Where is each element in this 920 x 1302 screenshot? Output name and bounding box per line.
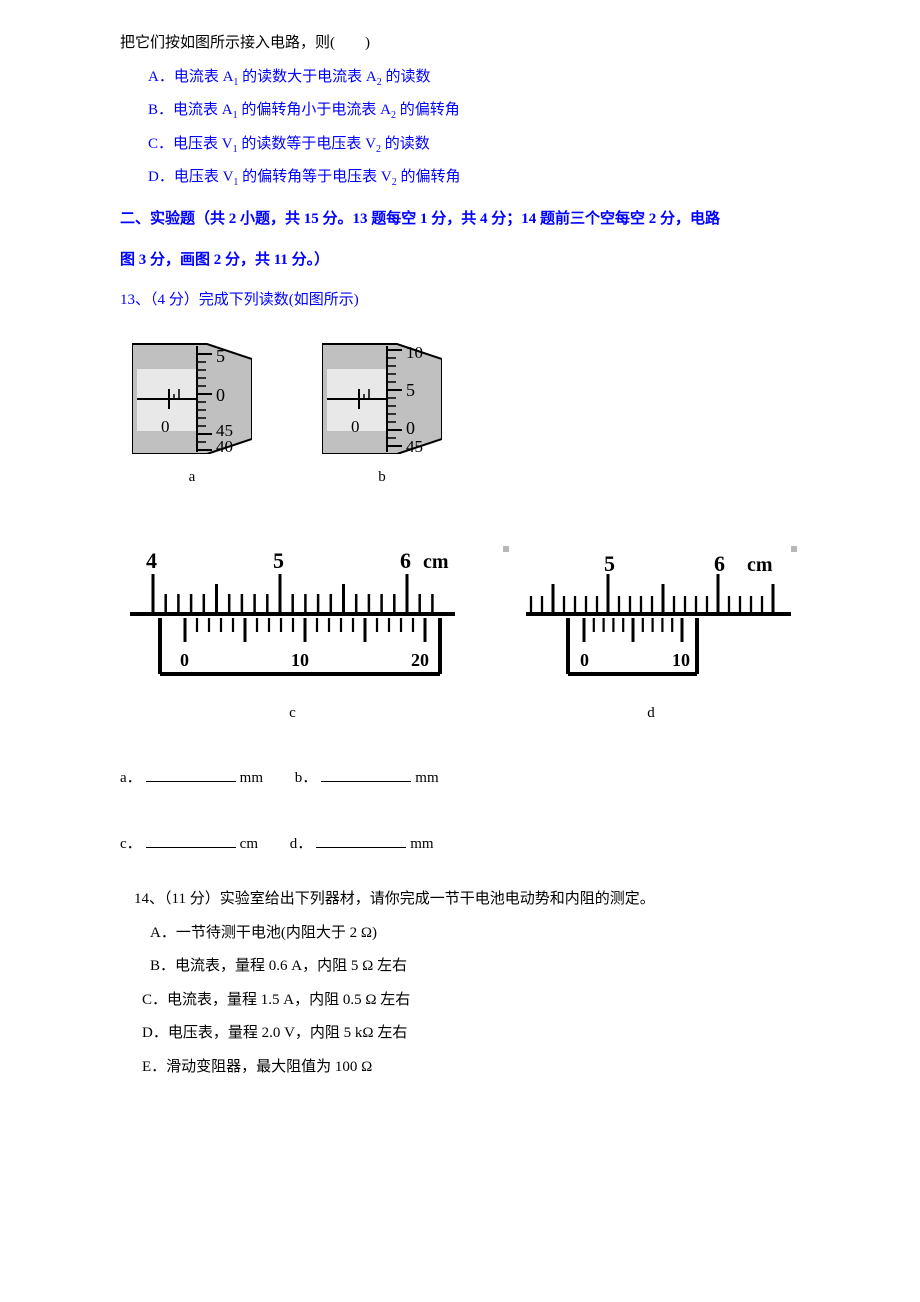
svg-text:10: 10: [291, 650, 309, 670]
vernier-c-label: c: [289, 698, 296, 730]
q14-C: C．电流表，量程 1.5 A，内阻 0.5 Ω 左右: [120, 985, 830, 1017]
vernier-d-label: d: [647, 698, 655, 730]
ans-c: c． cm: [120, 829, 258, 861]
ans-a-unit: mm: [240, 770, 263, 786]
q14: 14、（11 分）实验室给出下列器材，请你完成一节干电池电动势和内阻的测定。 A…: [120, 884, 830, 1083]
svg-text:cm: cm: [423, 551, 449, 573]
svg-text:5: 5: [216, 346, 225, 366]
svg-text:0: 0: [351, 417, 360, 436]
vernier-c-svg: 4 5 6 cm 0 10 20: [120, 544, 465, 684]
answer-blanks-row1: a． mm b． mm: [120, 763, 830, 795]
vernier-c: 4 5 6 cm 0 10 20 c: [120, 544, 465, 730]
blank-c: [146, 834, 236, 848]
svg-text:40: 40: [216, 437, 233, 454]
svg-text:0: 0: [580, 650, 589, 670]
blank-a: [146, 768, 236, 782]
opt-b-post: 的偏转角: [396, 102, 460, 118]
micrometer-a-label: a: [189, 462, 196, 494]
opt-d-post: 的偏转角: [397, 169, 461, 185]
ans-a: a． mm: [120, 763, 263, 795]
option-A: A．电流表 A1 的读数大于电流表 A2 的读数: [120, 62, 830, 94]
q14-D: D．电压表，量程 2.0 V，内阻 5 kΩ 左右: [120, 1018, 830, 1050]
option-C: C．电压表 V1 的读数等于电压表 V2 的读数: [120, 129, 830, 161]
section-2-heading-l2: 图 3 分，画图 2 分，共 11 分。）: [120, 245, 830, 277]
svg-text:6: 6: [400, 548, 411, 573]
svg-text:0: 0: [216, 385, 225, 405]
q12-continuation: 把它们按如图所示接入电路，则( ): [120, 28, 830, 60]
option-B: B．电流表 A1 的偏转角小于电流表 A2 的偏转角: [120, 95, 830, 127]
blank-d: [316, 834, 406, 848]
q13-stem: 13、（4 分）完成下列读数(如图所示): [120, 285, 830, 317]
svg-text:5: 5: [273, 548, 284, 573]
micrometer-b-label: b: [378, 462, 386, 494]
svg-text:6: 6: [714, 551, 725, 576]
q14-stem: 14、（11 分）实验室给出下列器材，请你完成一节干电池电动势和内阻的测定。: [120, 884, 830, 916]
option-D: D．电压表 V1 的偏转角等于电压表 V2 的偏转角: [120, 162, 830, 194]
vernier-d: 5 6 cm 0 10 d: [501, 544, 801, 730]
svg-text:0: 0: [406, 418, 415, 438]
svg-text:5: 5: [604, 551, 615, 576]
opt-c-pre: C．电压表 V: [148, 136, 233, 152]
opt-b-pre: B．电流表 A: [148, 102, 233, 118]
ans-b-label: b．: [295, 770, 318, 786]
q14-B: B．电流表，量程 0.6 A，内阻 5 Ω 左右: [120, 951, 830, 983]
blank-b: [321, 768, 411, 782]
svg-text:4: 4: [146, 548, 157, 573]
opt-a-mid: 的读数大于电流表 A: [238, 69, 376, 85]
ans-c-label: c．: [120, 836, 142, 852]
vernier-figures: 4 5 6 cm 0 10 20 c 5 6 cm: [120, 544, 830, 730]
svg-text:5: 5: [406, 380, 415, 400]
svg-text:0: 0: [161, 417, 170, 436]
opt-d-mid: 的偏转角等于电压表 V: [238, 169, 391, 185]
svg-text:10: 10: [672, 650, 690, 670]
opt-c-post: 的读数: [381, 136, 430, 152]
ans-b-unit: mm: [415, 770, 438, 786]
ans-d-unit: mm: [410, 836, 433, 852]
q14-A: A．一节待测干电池(内阻大于 2 Ω): [120, 918, 830, 950]
opt-d-pre: D．电压表 V: [148, 169, 233, 185]
opt-a-post: 的读数: [382, 69, 431, 85]
micrometer-figures: 0 5 0 45 40 a: [132, 334, 830, 494]
svg-text:45: 45: [406, 437, 423, 454]
ans-b: b． mm: [295, 763, 439, 795]
micrometer-a: 0 5 0 45 40 a: [132, 334, 252, 494]
svg-text:cm: cm: [747, 554, 773, 576]
svg-text:10: 10: [406, 343, 423, 362]
section-2-heading-l1: 二、实验题（共 2 小题，共 15 分。13 题每空 1 分，共 4 分；14 …: [120, 204, 830, 236]
ans-c-unit: cm: [240, 836, 258, 852]
micrometer-b: 0 10 5 0 45 b: [322, 334, 442, 494]
micrometer-a-svg: 0 5 0 45 40: [132, 334, 252, 454]
opt-b-mid: 的偏转角小于电流表 A: [238, 102, 391, 118]
q14-E: E．滑动变阻器，最大阻值为 100 Ω: [120, 1052, 830, 1084]
vernier-d-svg: 5 6 cm 0 10: [501, 544, 801, 684]
ans-d-label: d．: [290, 836, 313, 852]
micrometer-b-svg: 0 10 5 0 45: [322, 334, 442, 454]
svg-text:20: 20: [411, 650, 429, 670]
ans-a-label: a．: [120, 770, 142, 786]
answer-blanks-row2: c． cm d． mm: [120, 829, 830, 861]
opt-c-mid: 的读数等于电压表 V: [238, 136, 376, 152]
opt-a-pre: A．电流表 A: [148, 69, 233, 85]
ans-d: d． mm: [290, 829, 434, 861]
svg-text:0: 0: [180, 650, 189, 670]
